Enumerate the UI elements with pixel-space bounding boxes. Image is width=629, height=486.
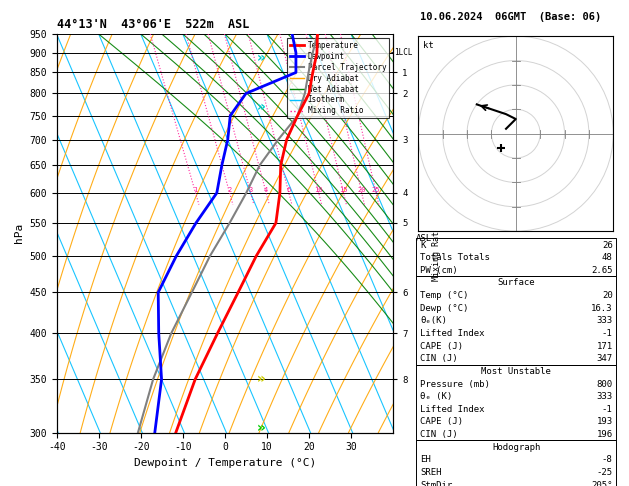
Text: PW (cm): PW (cm) [420,266,458,275]
Text: θₑ (K): θₑ (K) [420,392,452,401]
Text: 196: 196 [596,430,613,439]
Text: Temp (°C): Temp (°C) [420,291,469,300]
Text: K: K [420,241,426,250]
Text: Hodograph: Hodograph [493,443,540,452]
Text: 20: 20 [602,291,613,300]
Text: Dewp (°C): Dewp (°C) [420,304,469,313]
Text: 25: 25 [372,187,381,193]
Text: Pressure (mb): Pressure (mb) [420,380,490,389]
Text: »: » [257,100,265,114]
Text: -25: -25 [596,468,613,477]
X-axis label: Dewpoint / Temperature (°C): Dewpoint / Temperature (°C) [134,458,316,468]
Text: CIN (J): CIN (J) [420,354,458,364]
Text: 48: 48 [602,253,613,262]
Text: -8: -8 [602,455,613,465]
Text: 800: 800 [596,380,613,389]
Text: 171: 171 [596,342,613,351]
Text: 1: 1 [194,187,198,193]
Text: 10: 10 [314,187,323,193]
Text: »: » [257,372,265,386]
Text: Mixing Ratio (g/kg): Mixing Ratio (g/kg) [432,186,442,281]
Text: Most Unstable: Most Unstable [481,367,552,376]
Text: 20: 20 [357,187,366,193]
Text: »: » [257,421,265,434]
Text: CIN (J): CIN (J) [420,430,458,439]
Text: 16.3: 16.3 [591,304,613,313]
Text: SREH: SREH [420,468,442,477]
Text: »: » [257,52,265,65]
Text: Totals Totals: Totals Totals [420,253,490,262]
Text: 44°13'N  43°06'E  522m  ASL: 44°13'N 43°06'E 522m ASL [57,18,249,32]
Text: -1: -1 [602,329,613,338]
Text: 3: 3 [248,187,253,193]
Text: 347: 347 [596,354,613,364]
Text: -1: -1 [602,405,613,414]
Legend: Temperature, Dewpoint, Parcel Trajectory, Dry Adiabat, Wet Adiabat, Isotherm, Mi: Temperature, Dewpoint, Parcel Trajectory… [287,38,389,119]
Text: CAPE (J): CAPE (J) [420,342,463,351]
Text: Surface: Surface [498,278,535,288]
Text: 193: 193 [596,417,613,427]
Text: 333: 333 [596,316,613,326]
Y-axis label: km
ASL: km ASL [416,224,432,243]
Text: 1LCL: 1LCL [394,48,413,57]
Y-axis label: hPa: hPa [14,223,24,243]
Text: 26: 26 [602,241,613,250]
Text: 6: 6 [287,187,291,193]
Text: Lifted Index: Lifted Index [420,405,485,414]
Text: 2.65: 2.65 [591,266,613,275]
Text: 2: 2 [228,187,231,193]
Text: StmDir: StmDir [420,481,452,486]
Text: 205°: 205° [591,481,613,486]
Text: EH: EH [420,455,431,465]
Text: 10.06.2024  06GMT  (Base: 06): 10.06.2024 06GMT (Base: 06) [420,12,601,22]
Text: kt: kt [423,41,434,50]
Text: 4: 4 [264,187,269,193]
Text: CAPE (J): CAPE (J) [420,417,463,427]
Text: Lifted Index: Lifted Index [420,329,485,338]
Text: θₑ(K): θₑ(K) [420,316,447,326]
Text: 15: 15 [339,187,348,193]
Text: 333: 333 [596,392,613,401]
